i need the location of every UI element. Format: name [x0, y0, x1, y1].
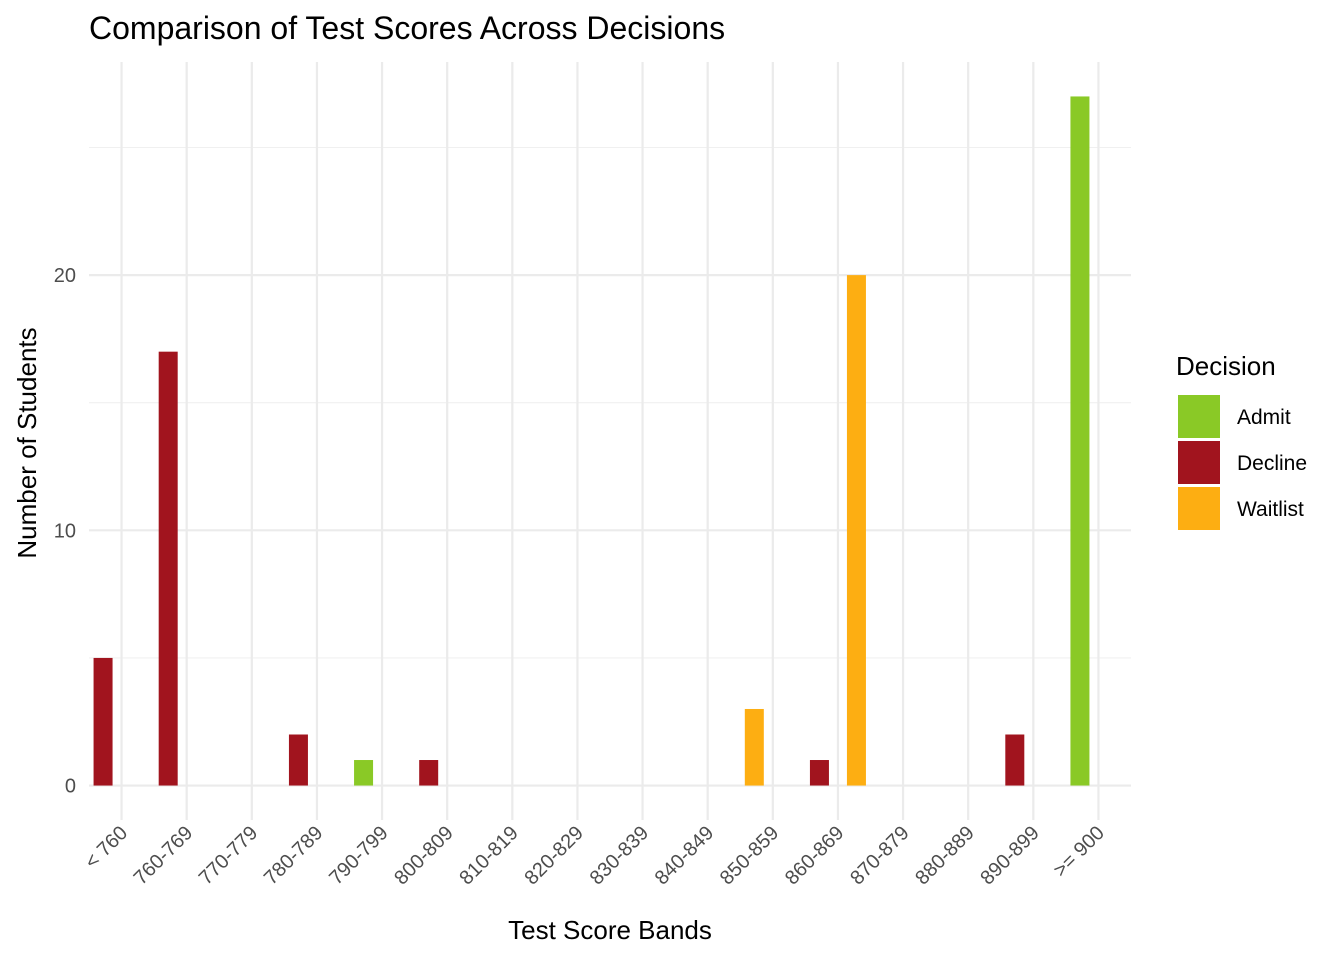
- legend-key-decline: [1178, 441, 1220, 484]
- y-axis-title: Number of Students: [12, 327, 42, 558]
- bar-decline-1: [158, 351, 178, 786]
- x-tick-label: 820-829: [520, 822, 587, 889]
- x-tick-label: 760-769: [130, 822, 197, 889]
- x-tick-label: 800-809: [390, 822, 457, 889]
- bar-decline-14: [1005, 734, 1025, 786]
- x-tick-label: 780-789: [260, 822, 327, 889]
- bar-admit-4: [354, 760, 374, 786]
- grid-lines: [89, 62, 1131, 820]
- x-tick-label: 840-849: [651, 822, 718, 889]
- bar-waitlist-11: [846, 275, 866, 786]
- bar-waitlist-10: [744, 708, 764, 786]
- legend: Decision Admit Decline Waitlist: [1176, 351, 1307, 530]
- legend-title: Decision: [1176, 351, 1276, 381]
- x-axis-ticks: < 760760-769770-779780-789790-799800-809…: [81, 822, 1109, 889]
- chart-title: Comparison of Test Scores Across Decisio…: [89, 10, 725, 46]
- x-tick-label: 790-799: [325, 822, 392, 889]
- bar-decline-0: [93, 657, 113, 786]
- y-tick-label: 20: [54, 265, 76, 287]
- x-tick-label: 890-899: [976, 822, 1043, 889]
- y-tick-label: 10: [54, 520, 76, 542]
- x-axis-title: Test Score Bands: [508, 915, 712, 945]
- legend-key-waitlist: [1178, 487, 1220, 530]
- bar-decline-5: [419, 760, 439, 786]
- legend-label-waitlist: Waitlist: [1237, 498, 1304, 521]
- legend-label-admit: Admit: [1237, 406, 1291, 429]
- x-tick-label: < 760: [81, 822, 132, 873]
- legend-label-decline: Decline: [1237, 452, 1307, 475]
- bar-decline-3: [288, 734, 308, 786]
- x-tick-label: 870-879: [846, 822, 913, 889]
- y-tick-label: 0: [65, 776, 76, 798]
- x-tick-label: 830-839: [586, 822, 653, 889]
- x-tick-label: 810-819: [455, 822, 522, 889]
- x-tick-label: >= 900: [1049, 822, 1109, 882]
- bar-admit-15: [1070, 96, 1090, 786]
- legend-key-admit: [1178, 395, 1220, 438]
- x-tick-label: 770-779: [195, 822, 262, 889]
- x-tick-label: 850-859: [716, 822, 783, 889]
- y-axis-ticks: 0 10 20: [54, 265, 76, 797]
- x-tick-label: 860-869: [781, 822, 848, 889]
- x-tick-label: 880-889: [911, 822, 978, 889]
- bar-decline-11: [809, 760, 829, 786]
- bars: [93, 96, 1090, 786]
